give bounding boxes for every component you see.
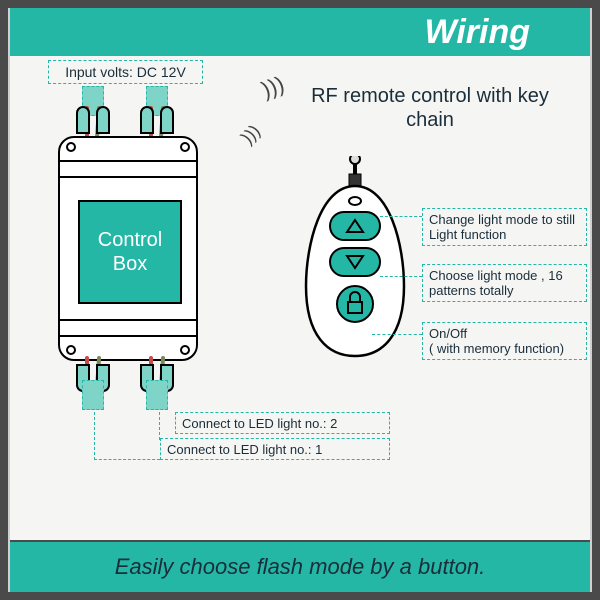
leader-line xyxy=(372,334,422,335)
prong xyxy=(140,106,154,134)
leader-line xyxy=(380,216,422,217)
prong xyxy=(96,106,110,134)
footer-text: Easily choose flash mode by a button. xyxy=(115,554,486,580)
footer-bar: Easily choose flash mode by a button. xyxy=(10,542,590,592)
bottom-connector-1 xyxy=(82,380,104,410)
bottom-connector-2 xyxy=(146,380,168,410)
led2-callout: Connect to LED light no.: 2 xyxy=(175,412,390,434)
input-volts-callout: Input volts: DC 12V xyxy=(48,60,203,84)
remote-up-button xyxy=(330,212,380,240)
diagram-area: Input volts: DC 12V Control Box Connect … xyxy=(10,56,590,540)
remote-up-callout: Change light mode to still Light functio… xyxy=(422,208,587,246)
prong xyxy=(76,106,90,134)
rf-waves-icon: ))) xyxy=(258,71,288,103)
page-title: Wiring xyxy=(425,13,530,52)
remote-control xyxy=(300,156,410,361)
remote-down-callout: Choose light mode , 16 patterns totally xyxy=(422,264,587,302)
title-bar: Wiring xyxy=(10,8,590,56)
remote-title: RF remote control with key chain xyxy=(290,84,570,132)
remote-down-button xyxy=(330,248,380,276)
rf-waves-icon: ))) xyxy=(237,121,265,149)
remote-lock-callout: On/Off ( with memory function) xyxy=(422,322,587,360)
prong xyxy=(160,106,174,134)
leader-line xyxy=(380,276,422,277)
leader-line xyxy=(94,412,160,460)
led1-callout: Connect to LED light no.: 1 xyxy=(160,438,390,460)
control-box: Control Box xyxy=(58,136,198,361)
control-box-label: Control Box xyxy=(78,200,182,304)
